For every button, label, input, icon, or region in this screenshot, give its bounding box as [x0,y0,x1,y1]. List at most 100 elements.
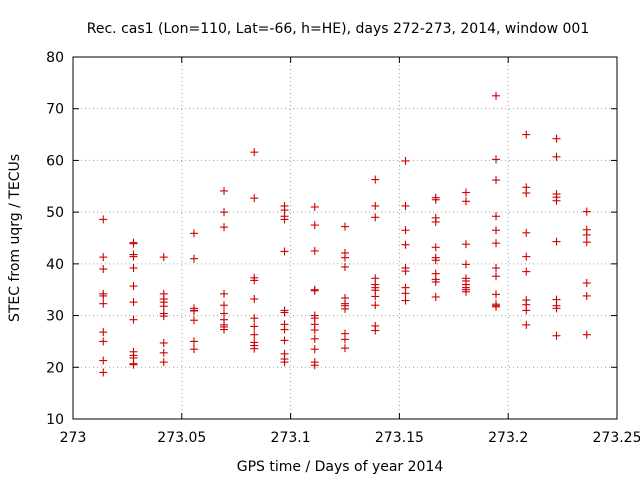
plot-frame [72,56,618,420]
data-point [371,292,380,301]
y-tick-label: 40 [46,257,64,273]
data-point [159,302,168,311]
data-point [129,263,138,272]
data-point [552,196,561,205]
y-tick-label: 10 [46,412,64,428]
data-point [159,358,168,367]
data-point [250,330,259,339]
data-point [461,197,470,206]
data-point [189,229,198,238]
data-point [280,247,289,256]
data-point [341,262,349,271]
data-point [401,240,410,249]
data-point [310,202,319,211]
grid [73,57,617,419]
data-point [492,155,501,164]
data-point [220,223,229,232]
data-point [522,130,531,139]
data-point [189,254,198,263]
data-point [522,252,531,261]
data-point [99,368,108,377]
data-point [492,226,501,235]
data-point [129,252,138,261]
x-tick-label: 273.15 [375,430,424,446]
chart-title: Rec. cas1 (Lon=110, Lat=-66, h=HE), days… [87,21,589,37]
data-point [582,291,591,300]
data-point [552,134,561,143]
data-point [431,217,440,226]
data-point [159,348,168,357]
data-point [250,322,259,331]
data-point [250,276,259,285]
data-point [431,277,440,286]
data-point [552,304,561,313]
data-point [461,240,470,249]
data-point [552,152,561,161]
data-point [99,265,108,274]
y-tick-label: 30 [46,309,64,325]
data-point [250,148,259,157]
data-point [280,308,289,317]
data-point [552,331,561,340]
data-point [310,221,319,230]
data-point [341,222,349,231]
data-point [129,360,138,369]
data-point [492,212,501,221]
data-point [220,208,229,217]
data-point [129,239,138,248]
data-point [99,337,108,346]
y-tick-label: 70 [46,102,64,118]
data-point [461,188,470,197]
data-point [371,213,380,222]
data-point [341,335,349,344]
data-point [371,326,380,335]
data-point [371,175,380,184]
data-point [99,328,108,337]
data-point [220,325,229,334]
data-point [582,278,591,287]
data-point [492,239,501,248]
data-point [401,156,410,165]
data-point [250,295,259,304]
data-point [431,292,440,301]
data-point [431,243,440,252]
data-point [310,326,319,335]
data-point [159,253,168,262]
data-point [461,260,470,269]
data-point [189,345,198,354]
data-point [431,195,440,204]
data-point [280,336,289,345]
data-point [522,267,531,276]
data-point [341,344,349,353]
data-point [492,302,501,311]
data-point [220,301,229,310]
data-point [310,361,319,370]
data-point [280,215,289,224]
data-point [461,287,470,296]
y-tick-label: 60 [46,153,64,169]
data-point [582,207,591,216]
data-point [310,286,319,295]
data-point [431,256,440,265]
data-point [280,358,289,367]
data-point [401,296,410,305]
data-point [522,306,531,315]
data-point [189,316,198,325]
data-point [310,334,319,343]
data-point [341,304,349,313]
data-point [99,291,108,300]
x-tick-label: 273.25 [593,430,640,446]
data-point [250,194,259,203]
x-tick-label: 273 [60,430,87,446]
x-tick-label: 273.1 [271,430,311,446]
x-tick-label: 273.2 [488,430,528,446]
data-point [371,201,380,210]
data-point [189,337,198,346]
data-point [401,289,410,298]
data-point [492,176,501,185]
data-point [129,315,138,324]
data-point [401,267,410,276]
data-point [522,228,531,237]
data-point [522,320,531,329]
x-axis-label: GPS time / Days of year 2014 [237,459,444,475]
